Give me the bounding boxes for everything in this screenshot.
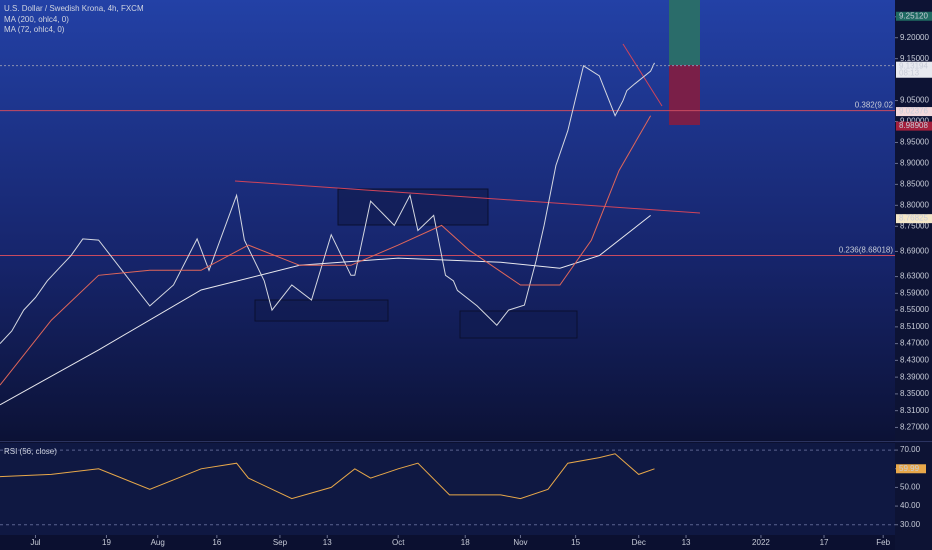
y-tick-label: 8.47000 (900, 339, 929, 348)
rsi-tag (896, 464, 926, 474)
x-tick-label: Nov (513, 538, 527, 547)
y-tick-label: 8.63000 (900, 272, 929, 281)
zone-box (254, 299, 389, 322)
y-tick-label: 8.80000 (900, 200, 929, 209)
x-tick-label: Aug (151, 538, 165, 547)
x-tick-label: 18 (461, 538, 470, 547)
y-tick-label: 9.00000 (900, 117, 929, 126)
price-axis (895, 0, 932, 550)
y-tick-label: 8.43000 (900, 355, 929, 364)
y-tick-label: 30.00 (900, 520, 921, 529)
x-tick-label: Dec (632, 538, 646, 547)
y-tick-label: 9.15000 (900, 54, 929, 63)
legend-entry: MA (200, ohlc4, 0) (4, 15, 69, 24)
x-tick-label: Feb (876, 538, 890, 547)
y-tick-label: 8.85000 (900, 179, 929, 188)
x-tick-label: 19 (102, 538, 111, 547)
x-tick-label: Jul (30, 538, 40, 547)
y-tick-label: 8.51000 (900, 322, 929, 331)
y-tick-label: 8.35000 (900, 389, 929, 398)
series-line (0, 453, 655, 500)
price-tag-label: 8.98908 (899, 121, 928, 130)
price-tag (896, 121, 932, 131)
series-line (0, 115, 652, 386)
fib-label: 0.236(8.68018) (839, 246, 894, 255)
y-tick-label: 8.75000 (900, 221, 929, 230)
x-tick-label: 16 (212, 538, 221, 547)
series-line (0, 215, 651, 406)
x-tick-label: Sep (273, 538, 288, 547)
price-tag (896, 107, 932, 117)
y-tick-label: 50.00 (900, 483, 921, 492)
rsi-pane (0, 443, 895, 535)
y-tick-label: 9.20000 (900, 33, 929, 42)
x-tick-label: 15 (571, 538, 580, 547)
x-tick-label: 13 (682, 538, 691, 547)
title: U.S. Dollar / Swedish Krona, 4h, FXCM (4, 4, 144, 13)
legend-entry: MA (72, ohlc4, 0) (4, 25, 65, 34)
rsi-title: RSI (56, close) (4, 447, 57, 456)
target-zone (669, 0, 700, 65)
price-tag-label: 9.25120 (899, 11, 928, 20)
y-tick-label: 8.31000 (900, 406, 929, 415)
series-line (0, 62, 655, 344)
y-tick-label: 8.39000 (900, 372, 929, 381)
x-tick-label: Oct (392, 538, 405, 547)
y-tick-label: 8.69000 (900, 247, 929, 256)
zone-box (459, 310, 578, 339)
y-tick-label: 40.00 (900, 501, 921, 510)
price-tag (896, 214, 932, 224)
price-tag (896, 61, 932, 78)
x-tick-label: 2022 (752, 538, 770, 547)
x-tick-label: 17 (820, 538, 829, 547)
y-tick-label: 8.90000 (900, 159, 929, 168)
price-tag-label: 9.02376 (899, 107, 928, 116)
y-tick-label: 8.55000 (900, 305, 929, 314)
stop-zone (669, 65, 700, 125)
y-tick-label: 8.27000 (900, 423, 929, 432)
price-tag (896, 11, 932, 21)
rsi-tag-label: 59.99 (899, 464, 920, 473)
price-tag-label: 8.76825 (899, 214, 928, 223)
countdown: 08:13 (899, 68, 920, 77)
fib-label: 0.382(9.02 (855, 101, 894, 110)
x-tick-label: 13 (323, 538, 332, 547)
y-tick-label: 8.59000 (900, 288, 929, 297)
y-tick-label: 8.95000 (900, 138, 929, 147)
layer: 9.250009.200009.150009.050009.000008.950… (0, 11, 932, 547)
price-tag-label: 9.13194 (899, 61, 928, 70)
trendline (622, 43, 663, 107)
y-tick-label: 9.05000 (900, 96, 929, 105)
trendline (234, 180, 701, 214)
y-tick-label: 70.00 (900, 445, 921, 454)
